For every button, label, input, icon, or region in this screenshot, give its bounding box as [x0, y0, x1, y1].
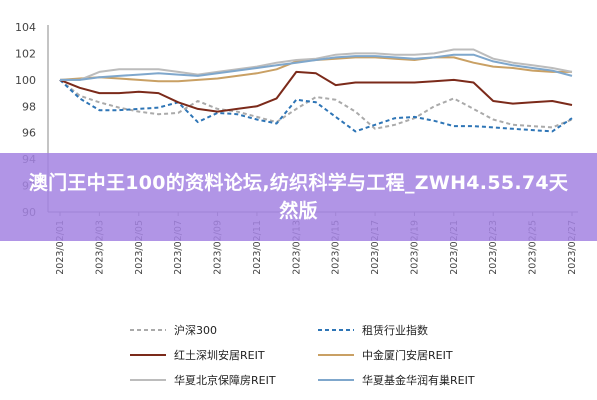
x-tick-label: 2023/02/03 — [94, 220, 105, 275]
x-tick-label: 2023/02/27 — [567, 220, 578, 275]
x-tick-label: 2023/02/25 — [528, 220, 539, 275]
x-tick-label: 2023/02/09 — [213, 220, 224, 275]
series-line — [60, 48, 573, 81]
legend-label: 华夏北京保障房REIT — [174, 373, 276, 387]
x-tick-label: 2023/02/21 — [449, 220, 460, 275]
series-line — [59, 79, 573, 133]
series-line — [59, 79, 573, 130]
x-tick-label: 2023/02/07 — [173, 220, 184, 275]
series-line — [60, 53, 573, 81]
legend-label: 华夏基金华润有巢REIT — [362, 373, 475, 387]
y-tick-label: 102 — [15, 47, 36, 60]
y-tick-label: 100 — [15, 74, 36, 87]
x-tick-label: 2023/02/19 — [409, 220, 420, 275]
banner-title: 澳门王中王100的资料论坛,纺织科学与工程_ZWH4.55.74天然版 — [28, 172, 569, 222]
legend-label: 红土深圳安居REIT — [174, 348, 265, 362]
x-tick-label: 2023/02/17 — [370, 220, 381, 275]
series-line — [59, 70, 573, 113]
x-tick-label: 2023/02/01 — [55, 220, 66, 275]
y-tick-label: 98 — [22, 100, 36, 113]
x-tick-label: 2023/02/11 — [252, 220, 263, 275]
y-tick-label: 104 — [15, 21, 36, 34]
series-lines — [59, 48, 573, 133]
x-tick-label: 2023/02/23 — [488, 220, 499, 275]
legend-label: 租赁行业指数 — [362, 323, 428, 337]
legend-label: 中金厦门安居REIT — [362, 348, 453, 362]
x-tick-label: 2023/02/13 — [291, 220, 302, 275]
legend-label: 沪深300 — [174, 323, 217, 337]
plot-area: 9092949698100102104 2023/02/012023/02/03… — [15, 21, 578, 275]
x-tick-label: 2023/02/15 — [331, 220, 342, 275]
x-tick-labels: 2023/02/01 2023/02/03 2023/02/05 2023/02/07… — [55, 212, 578, 275]
title-banner: 澳门王中王100的资料论坛,纺织科学与工程_ZWH4.55.74天然版 — [0, 153, 597, 241]
y-tick-label: 96 — [22, 127, 36, 140]
x-tick-label: 2023/02/05 — [134, 220, 145, 275]
